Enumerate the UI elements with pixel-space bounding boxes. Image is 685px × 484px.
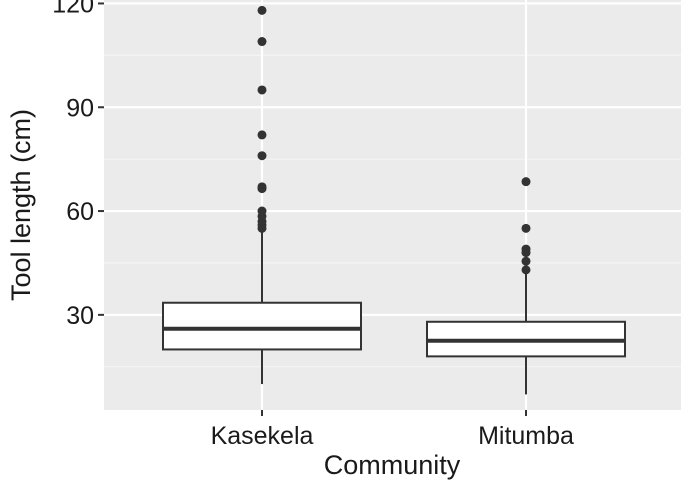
y-tick-label: 90 bbox=[66, 94, 94, 122]
box-mitumba bbox=[426, 177, 626, 395]
outlier-point bbox=[257, 5, 267, 15]
x-axis: Kasekela Mitumba bbox=[211, 410, 574, 450]
box-kasekela bbox=[162, 5, 362, 385]
outlier-point bbox=[257, 151, 267, 161]
y-tick-label: 60 bbox=[66, 198, 94, 226]
x-tick-label: Kasekela bbox=[211, 422, 314, 450]
box-layer bbox=[162, 5, 626, 395]
x-axis-title: Community bbox=[324, 450, 461, 480]
outlier-point bbox=[521, 256, 531, 266]
outlier-point bbox=[257, 184, 267, 194]
outlier-point bbox=[521, 265, 531, 275]
y-tick-label: 120 bbox=[52, 0, 94, 18]
x-tick-label: Mitumba bbox=[478, 422, 574, 450]
outlier-point bbox=[257, 85, 267, 95]
grid-minor bbox=[104, 54, 681, 368]
outlier-point bbox=[257, 223, 267, 233]
outlier-point bbox=[257, 37, 267, 47]
outlier-point bbox=[521, 223, 531, 233]
box-iqr bbox=[162, 301, 362, 351]
outlier-point bbox=[521, 248, 531, 258]
y-axis-title: Tool length (cm) bbox=[6, 109, 36, 301]
outlier-point bbox=[257, 130, 267, 140]
y-axis: 30 60 90 120 bbox=[52, 0, 104, 330]
outlier-point bbox=[521, 177, 531, 187]
y-tick-label: 30 bbox=[66, 302, 94, 330]
